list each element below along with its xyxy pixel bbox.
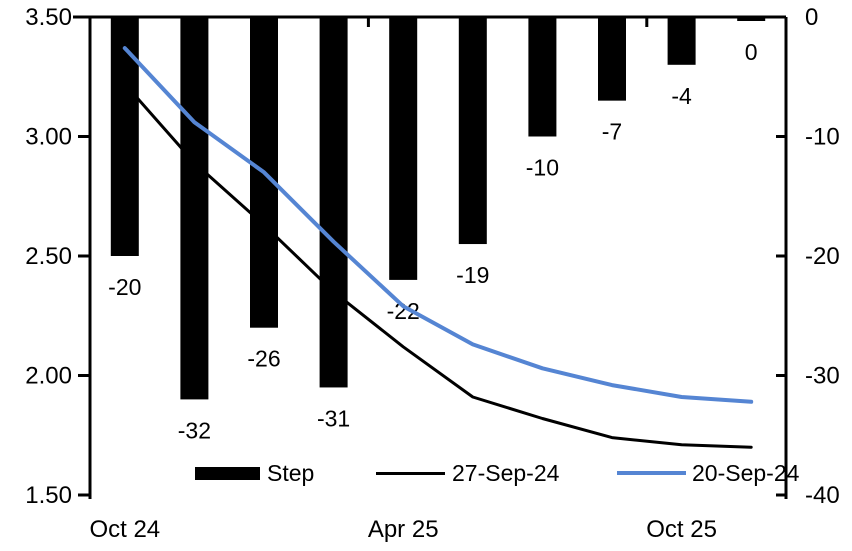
left-axis-tick-label: 3.00 [25,124,72,151]
right-axis-tick-label: -40 [805,482,840,509]
x-axis-label: Oct 25 [646,516,717,543]
bar-value-label: -19 [456,262,489,288]
step-bar [458,17,487,245]
right-axis-tick-label: -30 [805,363,840,390]
step-bar [180,17,209,400]
bar-value-label: -20 [108,274,141,300]
x-axis-label: Apr 25 [368,516,439,543]
bar-value-label: -10 [526,155,559,181]
left-axis-tick-label: 1.50 [25,482,72,509]
bar-value-label: -26 [247,346,280,372]
right-axis-tick-label: 0 [805,4,818,31]
bar-value-label: -32 [178,417,211,443]
right-axis-tick-label: -10 [805,124,840,151]
left-axis-tick-label: 2.50 [25,243,72,270]
line-27-sep-24 [123,82,753,449]
right-axis-tick-label: -20 [805,243,840,270]
bar-value-label: -7 [602,119,622,145]
left-axis-tick-label: 2.00 [25,363,72,390]
step-bar [737,17,766,21]
step-bar [598,17,626,101]
bar-value-label: 0 [745,39,758,65]
bar-value-label: -31 [317,405,350,431]
x-axis-label: Oct 24 [89,516,160,543]
step-bar [319,17,348,388]
line-20-sep-24 [122,46,754,404]
bar-value-label: -4 [671,83,692,109]
left-axis-tick-label: 3.50 [25,4,72,31]
step-bar [110,17,139,256]
step-bar [389,17,418,280]
step-bar [667,17,696,65]
step-bar [528,17,557,137]
